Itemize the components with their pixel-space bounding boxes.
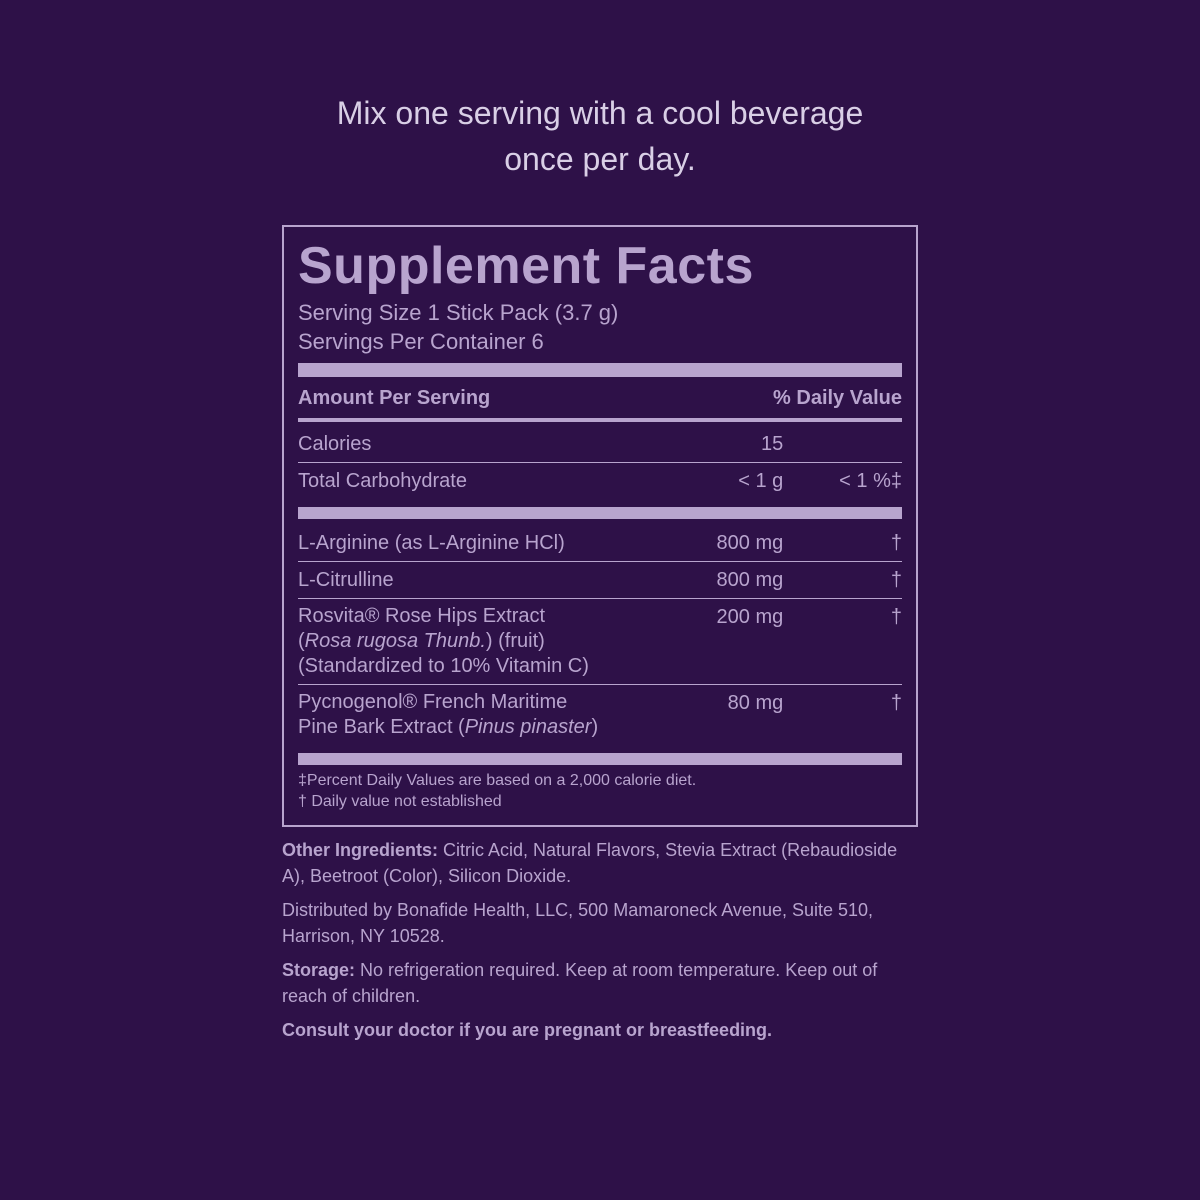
name-line: ): [591, 716, 598, 738]
footnote-dv-basis: ‡Percent Daily Values are based on a 2,0…: [298, 771, 902, 792]
servings-per-container: Servings Per Container 6: [298, 327, 902, 357]
divider-bar: [298, 753, 902, 765]
instruction-line-1: Mix one serving with a cool beverage: [337, 95, 864, 131]
name-line: (Standardized to 10% Vitamin C): [298, 655, 589, 677]
cell-name: L-Arginine (as L-Arginine HCl): [298, 530, 648, 556]
divider-bar: [298, 507, 902, 519]
panel-title: Supplement Facts: [298, 239, 902, 294]
cell-name: Rosvita® Rose Hips Extract (Rosa rugosa …: [298, 604, 648, 679]
cell-dv: < 1 %‡: [793, 468, 902, 494]
thick-rule: [298, 418, 902, 422]
header-daily-value: % Daily Value: [773, 387, 902, 410]
row-rosvita: Rosvita® Rose Hips Extract (Rosa rugosa …: [298, 599, 902, 684]
name-line: Rosvita® Rose Hips Extract: [298, 605, 545, 627]
usage-instruction: Mix one serving with a cool beverage onc…: [0, 90, 1200, 183]
other-ingredients: Other Ingredients: Citric Acid, Natural …: [282, 837, 918, 889]
name-line: Pine Bark Extract (: [298, 716, 465, 738]
storage-text: No refrigeration required. Keep at room …: [282, 960, 877, 1006]
distributed-by: Distributed by Bonafide Health, LLC, 500…: [282, 897, 918, 949]
divider-bar: [298, 363, 902, 377]
footnote-dv-not-established: † Daily value not established: [298, 792, 902, 813]
header-amount-per-serving: Amount Per Serving: [298, 387, 773, 410]
row-l-arginine: L-Arginine (as L-Arginine HCl) 800 mg †: [298, 525, 902, 561]
row-calories: Calories 15: [298, 426, 902, 462]
latin-name: Rosa rugosa Thunb.: [305, 630, 486, 652]
name-line: Pycnogenol® French Maritime: [298, 691, 567, 713]
column-header: Amount Per Serving % Daily Value: [298, 381, 902, 414]
name-line: (: [298, 630, 305, 652]
storage-label: Storage:: [282, 960, 355, 980]
cell-name: Pycnogenol® French Maritime Pine Bark Ex…: [298, 690, 648, 740]
cell-dv: †: [793, 604, 902, 679]
below-panel-text: Other Ingredients: Citric Acid, Natural …: [282, 837, 918, 1044]
footnotes: ‡Percent Daily Values are based on a 2,0…: [298, 769, 902, 815]
cell-amount: < 1 g: [648, 468, 793, 494]
other-ingredients-label: Other Ingredients:: [282, 840, 438, 860]
cell-amount: 15: [648, 431, 793, 457]
supplement-facts-canvas: Mix one serving with a cool beverage onc…: [0, 0, 1200, 1200]
name-line: ) (fruit): [486, 630, 545, 652]
cell-name: Total Carbohydrate: [298, 468, 648, 494]
cell-dv: †: [793, 690, 902, 740]
storage: Storage: No refrigeration required. Keep…: [282, 957, 918, 1009]
cell-amount: 800 mg: [648, 567, 793, 593]
supplement-facts-panel: Supplement Facts Serving Size 1 Stick Pa…: [282, 225, 918, 827]
cell-dv: †: [793, 567, 902, 593]
row-pycnogenol: Pycnogenol® French Maritime Pine Bark Ex…: [298, 685, 902, 745]
facts-panel-wrap: Supplement Facts Serving Size 1 Stick Pa…: [282, 225, 918, 1051]
latin-name: Pinus pinaster: [465, 716, 592, 738]
cell-amount: 200 mg: [648, 604, 793, 679]
row-carbohydrate: Total Carbohydrate < 1 g < 1 %‡: [298, 463, 902, 499]
cell-name: Calories: [298, 431, 648, 457]
row-l-citrulline: L-Citrulline 800 mg †: [298, 562, 902, 598]
cell-name: L-Citrulline: [298, 567, 648, 593]
cell-dv: †: [793, 530, 902, 556]
consult-warning: Consult your doctor if you are pregnant …: [282, 1017, 918, 1043]
cell-amount: 800 mg: [648, 530, 793, 556]
cell-amount: 80 mg: [648, 690, 793, 740]
cell-dv: [793, 431, 902, 457]
instruction-line-2: once per day.: [504, 141, 696, 177]
serving-size: Serving Size 1 Stick Pack (3.7 g): [298, 298, 902, 328]
